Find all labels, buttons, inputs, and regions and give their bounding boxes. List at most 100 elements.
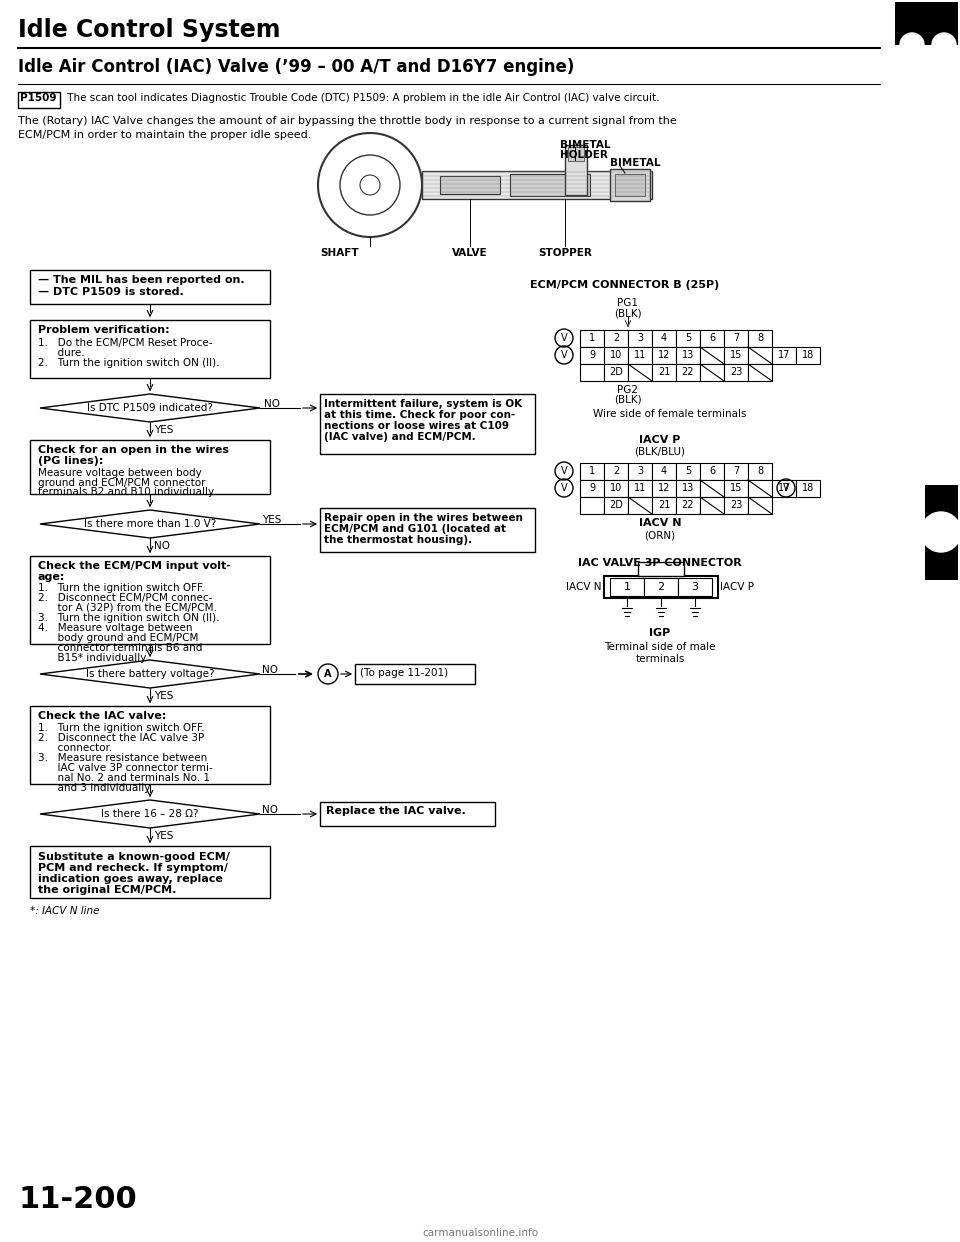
Text: Is DTC P1509 indicated?: Is DTC P1509 indicated? <box>87 402 213 414</box>
Text: IAC VALVE 3P CONNECTOR: IAC VALVE 3P CONNECTOR <box>578 558 742 568</box>
Bar <box>30 440 270 494</box>
Bar <box>628 497 652 514</box>
Bar <box>676 497 700 514</box>
Bar <box>700 330 724 347</box>
Text: 8: 8 <box>756 466 763 476</box>
Bar <box>440 176 500 194</box>
Text: 17: 17 <box>778 483 790 493</box>
Text: V: V <box>561 466 567 476</box>
Text: V: V <box>561 333 567 343</box>
Text: 2.   Disconnect ECM/PCM connec-: 2. Disconnect ECM/PCM connec- <box>38 592 212 604</box>
Text: NO: NO <box>262 805 278 815</box>
Text: IAC valve 3P connector termi-: IAC valve 3P connector termi- <box>38 763 213 773</box>
Bar <box>676 364 700 381</box>
Text: the original ECM/PCM.: the original ECM/PCM. <box>38 886 177 895</box>
Bar <box>628 347 652 364</box>
Bar <box>18 92 60 108</box>
Text: connector.: connector. <box>38 743 112 753</box>
Text: — DTC P1509 is stored.: — DTC P1509 is stored. <box>38 287 183 297</box>
Text: STOPPER: STOPPER <box>538 248 592 258</box>
Polygon shape <box>40 394 260 422</box>
Text: IACV N: IACV N <box>638 518 682 528</box>
Bar <box>700 497 724 514</box>
Text: (To page 11-201): (To page 11-201) <box>360 668 448 678</box>
Text: 1: 1 <box>588 333 595 343</box>
Bar <box>748 330 772 347</box>
Polygon shape <box>40 800 260 828</box>
Text: 15: 15 <box>730 350 742 360</box>
Text: 7: 7 <box>732 333 739 343</box>
Text: 1.   Turn the ignition switch OFF.: 1. Turn the ignition switch OFF. <box>38 723 204 733</box>
Bar <box>604 347 628 364</box>
Text: 2: 2 <box>612 466 619 476</box>
Text: YES: YES <box>154 831 174 841</box>
Text: IACV P: IACV P <box>720 582 754 592</box>
Bar <box>30 320 270 378</box>
Text: V: V <box>782 483 789 493</box>
Bar <box>678 578 712 596</box>
Bar <box>724 364 748 381</box>
Bar <box>320 508 535 551</box>
Text: (IAC valve) and ECM/PCM.: (IAC valve) and ECM/PCM. <box>324 432 476 442</box>
Text: Intermittent failure, system is OK: Intermittent failure, system is OK <box>324 399 522 409</box>
Bar <box>796 479 820 497</box>
Text: Is there battery voltage?: Is there battery voltage? <box>85 669 214 679</box>
Text: 13: 13 <box>682 483 694 493</box>
Text: 11: 11 <box>634 483 646 493</box>
Text: VALVE: VALVE <box>452 248 488 258</box>
Bar <box>676 479 700 497</box>
Bar <box>610 578 644 596</box>
Text: 1.   Turn the ignition switch OFF.: 1. Turn the ignition switch OFF. <box>38 582 204 592</box>
Bar <box>628 479 652 497</box>
Bar <box>652 330 676 347</box>
Text: Check for an open in the wires: Check for an open in the wires <box>38 445 229 455</box>
Text: YES: YES <box>262 515 281 525</box>
Text: at this time. Check for poor con-: at this time. Check for poor con- <box>324 410 516 420</box>
Text: (BLK/BLU): (BLK/BLU) <box>635 447 685 457</box>
Bar <box>724 497 748 514</box>
Bar <box>615 174 645 196</box>
Text: ground and ECM/PCM connector: ground and ECM/PCM connector <box>38 478 205 488</box>
Text: HOLDER: HOLDER <box>560 150 608 160</box>
Bar <box>652 497 676 514</box>
Bar <box>644 578 678 596</box>
Text: indication goes away, replace: indication goes away, replace <box>38 874 223 884</box>
Text: IGP: IGP <box>649 628 671 638</box>
Text: SHAFT: SHAFT <box>321 248 359 258</box>
Text: 21: 21 <box>658 501 670 510</box>
Text: PG1: PG1 <box>617 298 638 308</box>
Bar <box>580 463 604 479</box>
Bar <box>422 171 652 199</box>
Text: 5: 5 <box>684 466 691 476</box>
Text: 10: 10 <box>610 350 622 360</box>
Text: 2: 2 <box>658 582 664 592</box>
Polygon shape <box>40 660 260 688</box>
Text: — The MIL has been reported on.: — The MIL has been reported on. <box>38 274 245 284</box>
Bar <box>604 463 628 479</box>
Bar <box>510 174 590 196</box>
Text: ECM/PCM CONNECTOR B (25P): ECM/PCM CONNECTOR B (25P) <box>530 279 719 289</box>
Text: body ground and ECM/PCM: body ground and ECM/PCM <box>38 633 199 643</box>
Text: 3: 3 <box>636 466 643 476</box>
Text: 3.   Measure resistance between: 3. Measure resistance between <box>38 753 207 763</box>
Bar <box>604 576 718 597</box>
Bar <box>565 145 587 195</box>
Text: (PG lines):: (PG lines): <box>38 456 104 466</box>
Text: Is there more than 1.0 V?: Is there more than 1.0 V? <box>84 519 216 529</box>
Polygon shape <box>925 484 958 580</box>
Text: PG2: PG2 <box>617 385 638 395</box>
Bar <box>580 347 604 364</box>
Text: The scan tool indicates Diagnostic Trouble Code (DTC) P1509: A problem in the id: The scan tool indicates Diagnostic Troub… <box>64 93 660 103</box>
Text: 6: 6 <box>708 466 715 476</box>
Bar <box>320 802 495 826</box>
Bar <box>30 705 270 784</box>
Bar <box>580 479 604 497</box>
Circle shape <box>932 34 956 57</box>
Text: 9: 9 <box>588 350 595 360</box>
Bar <box>355 664 475 684</box>
Text: 10: 10 <box>610 483 622 493</box>
Bar <box>580 497 604 514</box>
Text: 5: 5 <box>684 333 691 343</box>
Text: Check the ECM/PCM input volt-: Check the ECM/PCM input volt- <box>38 561 230 571</box>
Bar <box>748 364 772 381</box>
